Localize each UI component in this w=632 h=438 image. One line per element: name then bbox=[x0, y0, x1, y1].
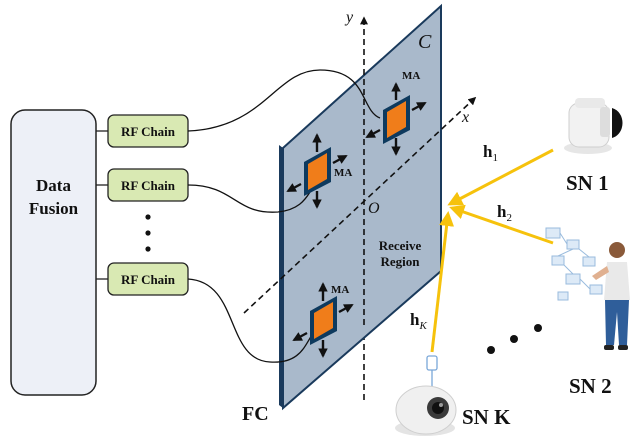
y-axis-label: y bbox=[344, 9, 354, 26]
rf-chain-3: RF Chain bbox=[96, 262, 189, 296]
rf-chain-1: RF Chain bbox=[96, 114, 189, 148]
movable-antenna-2: MA bbox=[286, 133, 352, 209]
receive-region-line1: Receive bbox=[379, 238, 422, 253]
rf-chain-2: RF Chain bbox=[96, 168, 189, 202]
channel-label-2: h2 bbox=[497, 202, 512, 224]
rf-chain-label: RF Chain bbox=[121, 272, 176, 287]
sensor-node-2-label: SN 2 bbox=[569, 374, 612, 398]
rf-chain-dots bbox=[145, 214, 151, 252]
fusion-label-line1: Data bbox=[36, 176, 71, 195]
region-symbol: C bbox=[418, 31, 432, 53]
cable-2 bbox=[187, 184, 311, 213]
sensor-node-k-icon bbox=[395, 355, 457, 436]
channel-arrow-k bbox=[430, 211, 455, 353]
channel-arrow-1 bbox=[447, 148, 554, 206]
x-axis bbox=[243, 96, 477, 314]
ma-label: MA bbox=[334, 167, 352, 179]
cable-1 bbox=[187, 69, 381, 132]
cable-3 bbox=[187, 278, 313, 363]
rf-chain-label: RF Chain bbox=[121, 124, 176, 139]
channel-label-k: hK bbox=[410, 310, 427, 332]
fc-label: FC bbox=[242, 403, 269, 425]
sensor-node-2-icon bbox=[545, 227, 630, 350]
movable-antenna-3: MA bbox=[292, 282, 354, 358]
channel-arrows bbox=[430, 148, 554, 353]
fusion-label-line2: Fusion bbox=[29, 199, 79, 218]
origin-label: O bbox=[368, 200, 380, 217]
sensor-node-1-label: SN 1 bbox=[566, 171, 609, 195]
data-fusion-block: Data Fusion bbox=[10, 109, 97, 396]
receive-region-line2: Region bbox=[381, 254, 421, 269]
sensor-dots bbox=[487, 324, 542, 354]
sensor-node-k-label: SN K bbox=[462, 405, 511, 429]
ma-label: MA bbox=[331, 284, 349, 296]
movable-antenna-1: MA bbox=[365, 70, 427, 156]
x-axis-label: x bbox=[461, 109, 469, 126]
ma-label: MA bbox=[402, 70, 420, 82]
channel-arrow-2 bbox=[449, 204, 554, 245]
coordinate-axes: y x O bbox=[243, 9, 477, 325]
rf-chain-label: RF Chain bbox=[121, 178, 176, 193]
channel-label-1: h1 bbox=[483, 142, 498, 164]
sensor-node-1-icon bbox=[564, 98, 623, 154]
